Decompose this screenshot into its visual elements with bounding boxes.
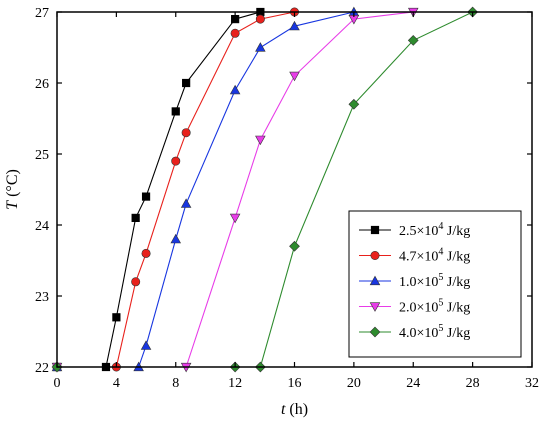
legend-label-exp: 5: [438, 298, 443, 309]
x-tick-label: 20: [347, 376, 361, 391]
y-tick-label: 22: [35, 361, 49, 376]
legend-label-unit: J/kg: [443, 275, 470, 290]
y-tick-label: 25: [35, 148, 49, 163]
legend-label: 4.7×104 J/kg: [399, 247, 470, 265]
legend-label: 4.0×105 J/kg: [399, 323, 470, 341]
legend-entry: 4.0×105 J/kg: [359, 323, 470, 341]
data-point: [182, 78, 191, 88]
legend-label-exp: 4: [438, 247, 443, 258]
x-tick-label: 32: [525, 376, 539, 391]
legend-entry: 1.0×105 J/kg: [359, 272, 470, 290]
data-point: [289, 71, 300, 82]
x-axis-label-var: t: [281, 401, 286, 418]
data-point: [407, 35, 419, 46]
data-point: [229, 213, 241, 224]
x-tick-label: 16: [288, 376, 302, 391]
y-axis-label-unit: (°C): [4, 169, 21, 201]
legend-label-unit: J/kg: [443, 301, 470, 316]
legend-label-unit: J/kg: [443, 326, 470, 341]
legend-label-unit: J/kg: [443, 224, 470, 239]
legend-marker: [370, 225, 380, 235]
legend-entry: 4.7×104 J/kg: [359, 247, 470, 265]
legend-entry: 2.5×104 J/kg: [359, 221, 470, 239]
legend-entry: 2.0×105 J/kg: [359, 298, 470, 316]
data-point: [141, 192, 151, 201]
y-tick-label: 26: [35, 77, 49, 92]
data-point: [348, 98, 360, 110]
legend-label-base: 2.0×10: [399, 301, 438, 316]
x-axis-label-unit: (h): [285, 401, 308, 418]
legend-label: 1.0×105 J/kg: [399, 272, 470, 290]
x-tick-label: 28: [466, 376, 480, 391]
data-point: [171, 107, 180, 116]
data-point: [255, 135, 266, 146]
y-axis-label-var: T: [4, 200, 21, 210]
x-tick-label: 24: [406, 376, 420, 391]
data-point: [255, 14, 265, 24]
x-tick-label: 8: [172, 376, 179, 391]
legend-marker: [369, 275, 381, 286]
series-line: [57, 11, 532, 368]
legend-label: 2.5×104 J/kg: [399, 221, 470, 239]
legend-label-base: 1.0×10: [399, 275, 438, 290]
legend-marker: [369, 326, 381, 338]
y-tick-label: 23: [35, 290, 49, 305]
legend-label: 2.0×105 J/kg: [399, 298, 470, 316]
legend-marker: [370, 251, 380, 261]
x-tick-label: 12: [228, 376, 242, 391]
y-tick-label: 24: [35, 219, 49, 234]
data-point: [140, 340, 152, 350]
data-point: [141, 248, 151, 258]
data-point: [170, 233, 182, 244]
legend-label-base: 2.5×10: [399, 224, 438, 239]
data-point: [171, 156, 181, 166]
legend-label-exp: 4: [438, 221, 443, 232]
data-point: [230, 28, 240, 38]
data-point: [112, 313, 121, 322]
data-point: [289, 240, 300, 252]
legend: 2.5×104 J/kg4.7×104 J/kg1.0×105 J/kg2.0×…: [348, 210, 522, 358]
data-point: [131, 277, 141, 287]
x-tick-label: 0: [54, 376, 61, 391]
series-line: [57, 11, 532, 368]
legend-label-exp: 5: [438, 323, 443, 334]
y-axis-label: T (°C): [4, 169, 21, 210]
x-tick-label: 4: [113, 376, 120, 391]
legend-label-exp: 5: [438, 272, 443, 283]
series-line: [57, 11, 532, 368]
x-axis-label: t (h): [281, 401, 308, 418]
legend-label-unit: J/kg: [443, 250, 470, 265]
data-point: [255, 42, 266, 52]
data-point: [131, 213, 140, 223]
axis-ticks: 0 4 8 12 16 20 24 28 32 22 23 24 25 26 27: [35, 6, 539, 391]
data-point: [289, 20, 300, 31]
legend-label-base: 4.0×10: [399, 326, 438, 341]
legend-label-base: 4.7×10: [399, 250, 438, 265]
legend-marker: [369, 302, 381, 312]
y-tick-label: 27: [35, 6, 49, 21]
data-point: [180, 198, 192, 208]
series-line: [57, 11, 532, 368]
data-point: [229, 84, 241, 95]
data-point: [181, 128, 191, 138]
